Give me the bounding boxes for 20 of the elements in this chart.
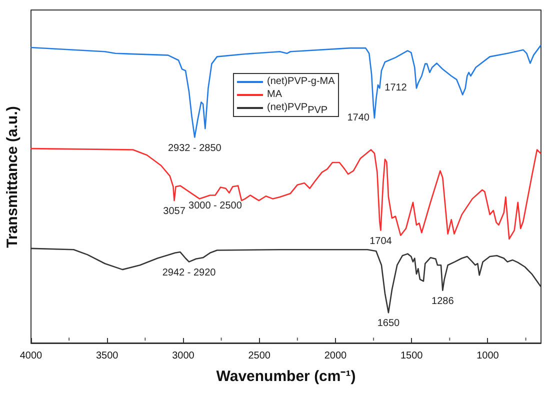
- annotation: 1704: [370, 236, 392, 247]
- y-axis-title: Transmittance (a.u.): [4, 106, 21, 248]
- annotation: 1740: [347, 112, 370, 124]
- x-tick-label: 2000: [324, 350, 348, 362]
- annotation: 2942 - 2920: [162, 267, 216, 278]
- x-tick-label: 4000: [20, 350, 43, 362]
- x-tick-label: 3000: [172, 350, 195, 362]
- annotation: 3057: [163, 206, 186, 218]
- legend-label: (net)PVP-g-MA: [267, 75, 335, 88]
- legend-label: MA: [267, 88, 282, 101]
- x-tick-label: 2500: [248, 350, 271, 362]
- x-axis-title: Wavenumber (cm⁻¹): [216, 368, 356, 385]
- annotation: 1650: [377, 318, 400, 330]
- annotation: 3000 - 2500: [188, 200, 242, 212]
- annotation: 1286: [432, 296, 454, 307]
- annotation: 2932 - 2850: [168, 142, 222, 154]
- x-tick-label: 1500: [400, 350, 424, 362]
- annotation: 1712: [384, 82, 408, 94]
- x-tick-label: 3500: [96, 350, 119, 362]
- x-tick-label: 1000: [476, 350, 500, 362]
